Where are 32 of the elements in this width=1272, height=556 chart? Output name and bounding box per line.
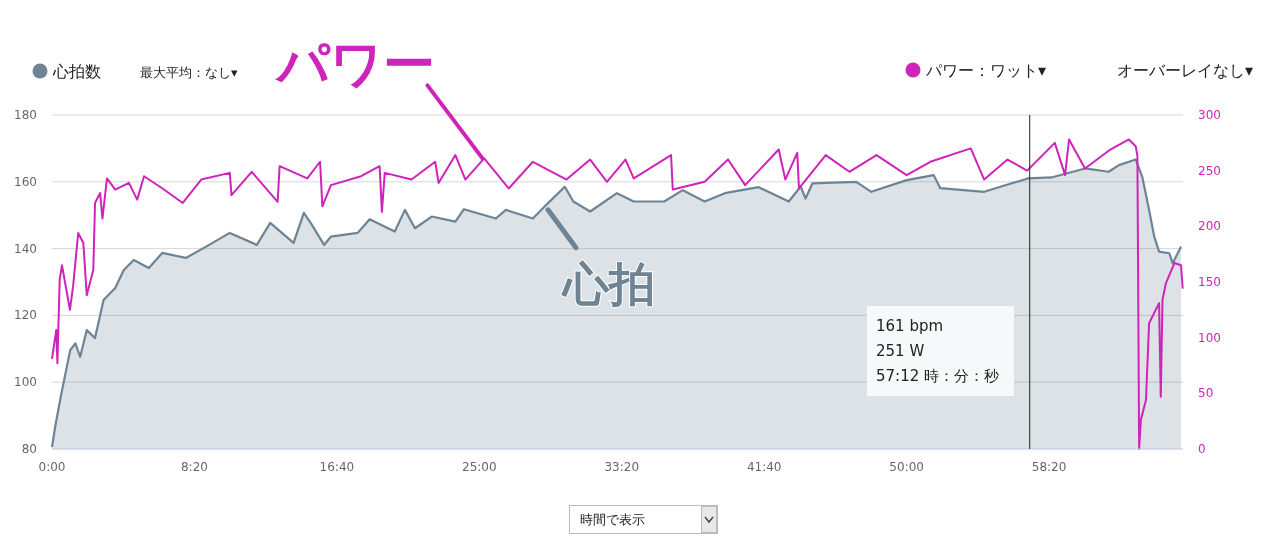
text: 最大平均：なし▾ [140,65,238,80]
x-tick-label: 58:20 [1031,460,1067,474]
annotation: 161 bpm [876,317,944,335]
tooltip: 161 bpm 251 W 57:12 時：分：秒 [867,306,1014,396]
x-tick-label: 50:00 [889,460,924,474]
y-tick-label: 120 [14,308,37,323]
y2-tick-label: 250 [1198,163,1221,178]
y-tick-label: 100 [14,375,37,390]
y-tick-label: 180 [14,108,37,122]
y2-tick-label: 100 [1198,330,1221,345]
y2-tick-label: 0 [1198,442,1206,456]
legend-label: 心拍数 [52,62,101,81]
y2-tick-label: 300 [1198,108,1221,122]
y2-tick-label: 50 [1198,386,1214,401]
y-tick-label: 160 [14,174,37,189]
x-tick-label: 33:20 [604,460,640,474]
dropdown: 時間で表示 [569,505,718,534]
x-tick-label: 41:40 [746,460,782,474]
x-tick-label: 0:00 [38,460,66,474]
legend-label: パワー：ワット▾ [925,61,1047,80]
annotation: 251 W [876,342,925,360]
annotation: パワー [274,34,436,95]
x-tick-label: 8:20 [180,460,208,474]
annotation: 57:12 時：分：秒 [876,367,999,385]
y2-tick-label: 200 [1198,219,1221,234]
y2-tick-label: 150 [1198,275,1221,289]
y-tick-label: 140 [14,241,37,256]
x-tick-label: 16:40 [319,460,355,474]
text: オーバーレイなし▾ [1116,61,1253,80]
y-tick-label: 80 [21,442,37,456]
x-tick-label: 25:00 [462,460,497,474]
annotation: 心拍 [560,256,655,311]
